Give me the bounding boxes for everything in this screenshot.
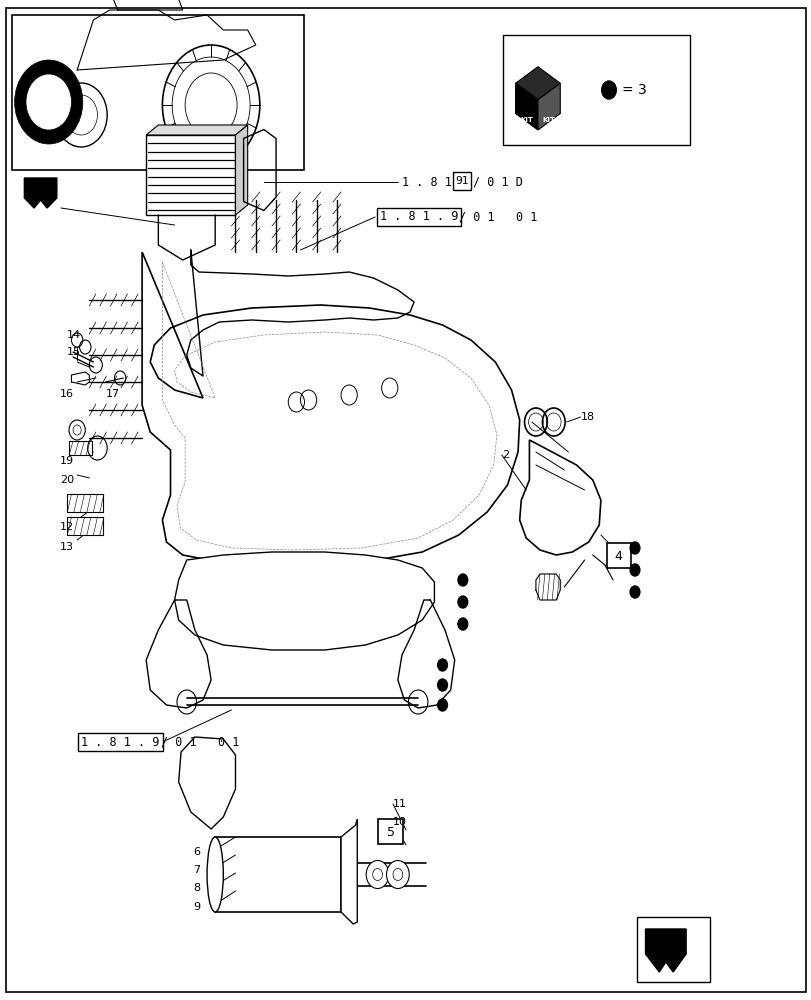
Circle shape <box>457 618 467 630</box>
Text: / 0 1   0 1: / 0 1 0 1 <box>161 736 239 748</box>
Circle shape <box>26 74 71 130</box>
Polygon shape <box>235 125 247 215</box>
Circle shape <box>629 564 639 576</box>
Text: 14: 14 <box>67 330 80 340</box>
Bar <box>637 917 710 982</box>
Text: 1 . 8 1 .: 1 . 8 1 . <box>401 176 473 188</box>
Circle shape <box>372 868 382 880</box>
Circle shape <box>629 586 639 598</box>
Text: / 0 1 D: / 0 1 D <box>473 176 522 188</box>
Text: 9: 9 <box>193 902 200 912</box>
Bar <box>67 494 103 512</box>
Polygon shape <box>341 819 357 924</box>
Bar <box>606 543 630 568</box>
Circle shape <box>386 860 409 888</box>
Text: 7: 7 <box>193 865 200 875</box>
Ellipse shape <box>207 837 223 912</box>
Circle shape <box>457 596 467 608</box>
Text: 91: 91 <box>455 176 468 186</box>
Text: 8: 8 <box>193 883 200 893</box>
Circle shape <box>457 574 467 586</box>
Circle shape <box>366 860 388 888</box>
Bar <box>67 517 103 535</box>
Polygon shape <box>645 929 685 972</box>
Polygon shape <box>146 125 247 135</box>
Text: 6: 6 <box>193 847 200 857</box>
Text: 1 . 8 1 . 9: 1 . 8 1 . 9 <box>81 736 160 748</box>
Text: 2: 2 <box>501 450 508 460</box>
Circle shape <box>15 60 83 144</box>
Text: = 3: = 3 <box>621 83 646 97</box>
Bar <box>69 441 92 455</box>
Bar <box>215 837 341 912</box>
Text: 12: 12 <box>60 522 74 532</box>
Text: 13: 13 <box>60 542 74 552</box>
Polygon shape <box>519 440 600 555</box>
Text: 4: 4 <box>614 550 622 562</box>
Circle shape <box>393 868 402 880</box>
Bar <box>453 172 470 190</box>
Circle shape <box>437 699 447 711</box>
Polygon shape <box>146 135 235 215</box>
Circle shape <box>629 542 639 554</box>
Text: 15: 15 <box>67 347 80 357</box>
Polygon shape <box>174 552 434 650</box>
Polygon shape <box>537 83 560 130</box>
Text: 1 . 8 1 . 9: 1 . 8 1 . 9 <box>380 211 458 224</box>
Bar <box>12 15 304 170</box>
Text: 16: 16 <box>60 389 74 399</box>
Polygon shape <box>142 252 519 565</box>
Text: 18: 18 <box>580 412 594 422</box>
Text: 5: 5 <box>386 826 394 838</box>
Bar <box>503 35 689 145</box>
Text: 11: 11 <box>393 799 406 809</box>
Polygon shape <box>515 83 537 130</box>
Bar <box>378 819 402 844</box>
Circle shape <box>601 81 616 99</box>
Text: / 0 1   0 1: / 0 1 0 1 <box>458 211 537 224</box>
Text: 10: 10 <box>393 817 406 827</box>
Text: 19: 19 <box>60 456 74 466</box>
Circle shape <box>437 659 447 671</box>
Circle shape <box>437 679 447 691</box>
Polygon shape <box>178 737 235 829</box>
Text: 17: 17 <box>105 389 119 399</box>
Text: KIT: KIT <box>542 117 555 123</box>
Polygon shape <box>515 67 560 100</box>
Polygon shape <box>24 178 57 208</box>
Text: KIT: KIT <box>520 117 533 123</box>
Text: 20: 20 <box>60 475 74 485</box>
